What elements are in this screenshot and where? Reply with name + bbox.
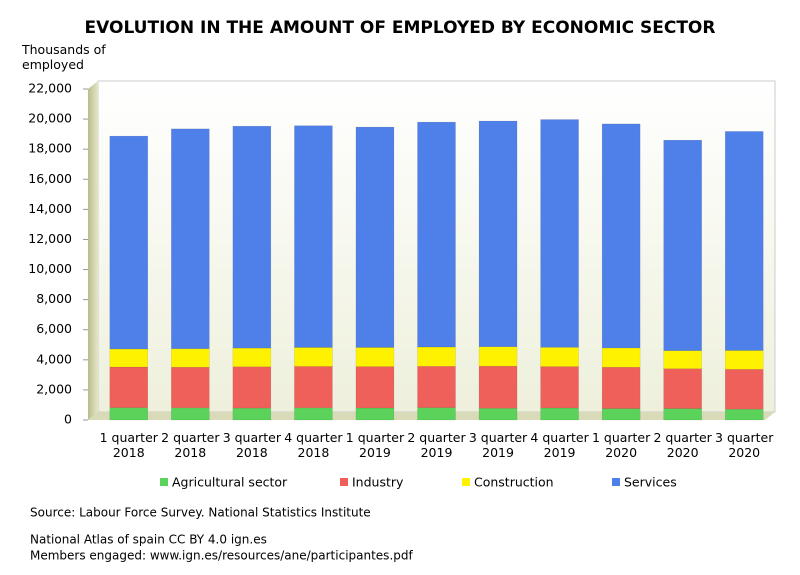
bar-segment: [540, 407, 579, 421]
bar-segment: [171, 128, 210, 349]
x-tick-label: 2 quarter 2018: [161, 430, 220, 460]
x-tick-label: 1 quarter 2020: [591, 430, 651, 460]
bar-segment: [355, 407, 395, 421]
bar-segment: [724, 369, 764, 410]
y-tick-label: 14,000: [28, 201, 72, 216]
legend-swatch: [612, 478, 620, 486]
legend-label: Construction: [474, 475, 554, 490]
x-tick-label: 1 quarter 2019: [345, 430, 405, 460]
y-tick-label: 12,000: [28, 231, 72, 246]
y-axis-label: Thousands of employed: [22, 42, 106, 72]
bar-segment: [724, 131, 764, 351]
bar-segment: [171, 407, 210, 421]
bar-segment: [355, 366, 395, 409]
note: Members engaged: www.ign.es/resources/an…: [30, 549, 413, 563]
bar-segment: [540, 347, 579, 367]
x-tick-label: 3 quarter 2019: [468, 430, 528, 460]
bar-segment: [601, 123, 641, 349]
x-tick-label: 2 quarter 2020: [653, 430, 712, 460]
bar-segment: [478, 346, 518, 367]
bar-segment: [540, 119, 579, 348]
bar-segment: [109, 407, 149, 421]
bar-segment: [663, 368, 702, 409]
x-tick-label: 2 quarter 2019: [407, 430, 466, 460]
bar-segment: [663, 350, 702, 369]
bar-segment: [417, 121, 456, 348]
bar-segment: [232, 125, 272, 349]
x-tick-label: 1 quarter 2018: [99, 430, 158, 460]
bar-segment: [601, 366, 641, 409]
bar-segment: [478, 408, 518, 421]
x-tick-label: 4 quarter 2018: [284, 430, 343, 460]
y-tick-label: 8,000: [36, 291, 72, 306]
note: Source: Labour Force Survey. National St…: [30, 506, 371, 520]
bar-segment: [109, 348, 149, 368]
legend-label: Industry: [352, 475, 404, 490]
bar-segment: [417, 346, 456, 367]
bar-segment: [724, 408, 764, 421]
y-tick-label: 20,000: [28, 111, 72, 126]
bar-segment: [171, 348, 210, 368]
bar-segment: [601, 408, 641, 421]
bar-segment: [232, 407, 272, 421]
bar-segment: [294, 366, 333, 409]
y-tick-label: 2,000: [36, 381, 72, 396]
bar-segment: [417, 366, 456, 408]
bar-segment: [294, 125, 333, 348]
bar-segment: [232, 366, 272, 409]
y-tick-label: 16,000: [28, 171, 72, 186]
bar-segment: [355, 126, 395, 348]
y-tick-label: 6,000: [36, 321, 72, 336]
x-tick-label: 3 quarter 2020: [715, 430, 774, 460]
bar-segment: [417, 407, 456, 421]
y-tick-label: 10,000: [28, 261, 72, 276]
bar-segment: [663, 139, 702, 351]
bar-segment: [724, 350, 764, 370]
y-tick-label: 18,000: [28, 141, 72, 156]
bar-segment: [171, 366, 210, 409]
bar-segment: [294, 347, 333, 367]
bar-segment: [478, 120, 518, 347]
chart-title: EVOLUTION IN THE AMOUNT OF EMPLOYED BY E…: [85, 18, 716, 38]
bar-segment: [663, 408, 702, 421]
y-tick-label: 22,000: [28, 81, 72, 96]
legend-swatch: [462, 478, 470, 486]
bar-segment: [355, 347, 395, 367]
legend-swatch: [160, 478, 168, 486]
bar-segment: [294, 407, 333, 421]
y-tick-label: 0: [64, 412, 72, 427]
bar-segment: [478, 365, 518, 409]
side-wall: [88, 81, 98, 420]
x-tick-label: 4 quarter 2019: [530, 430, 589, 460]
bar-segment: [540, 366, 579, 409]
bar-segment: [232, 347, 272, 367]
legend-swatch: [340, 478, 348, 486]
y-tick-label: 4,000: [36, 351, 72, 366]
bar-segment: [109, 366, 149, 408]
bar-segment: [601, 347, 641, 368]
legend-label: Services: [624, 475, 677, 490]
bar-segment: [109, 135, 149, 350]
note: National Atlas of spain CC BY 4.0 ign.es: [30, 533, 267, 547]
x-tick-label: 3 quarter 2018: [222, 430, 282, 460]
legend-label: Agricultural sector: [172, 475, 288, 490]
